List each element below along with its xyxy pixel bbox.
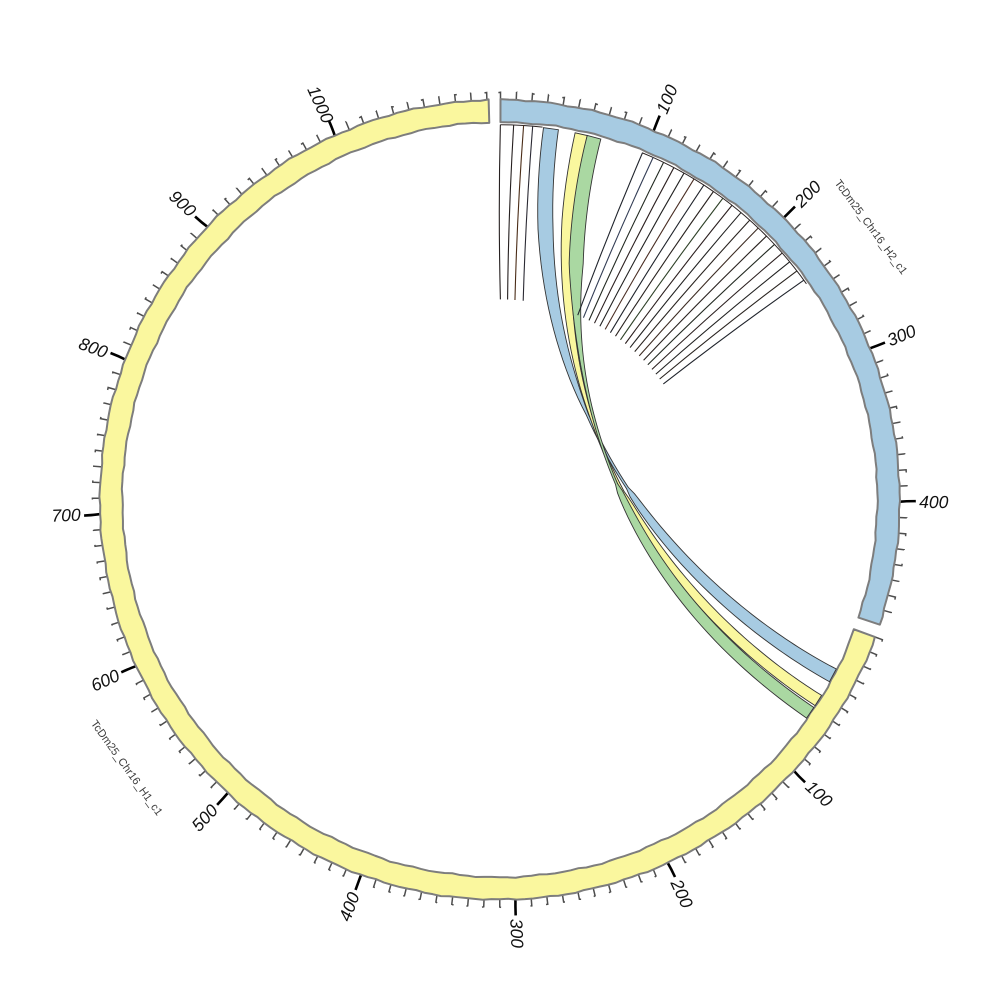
svg-text:300: 300	[506, 918, 527, 948]
svg-text:700: 700	[51, 505, 81, 526]
svg-text:400: 400	[919, 492, 949, 512]
